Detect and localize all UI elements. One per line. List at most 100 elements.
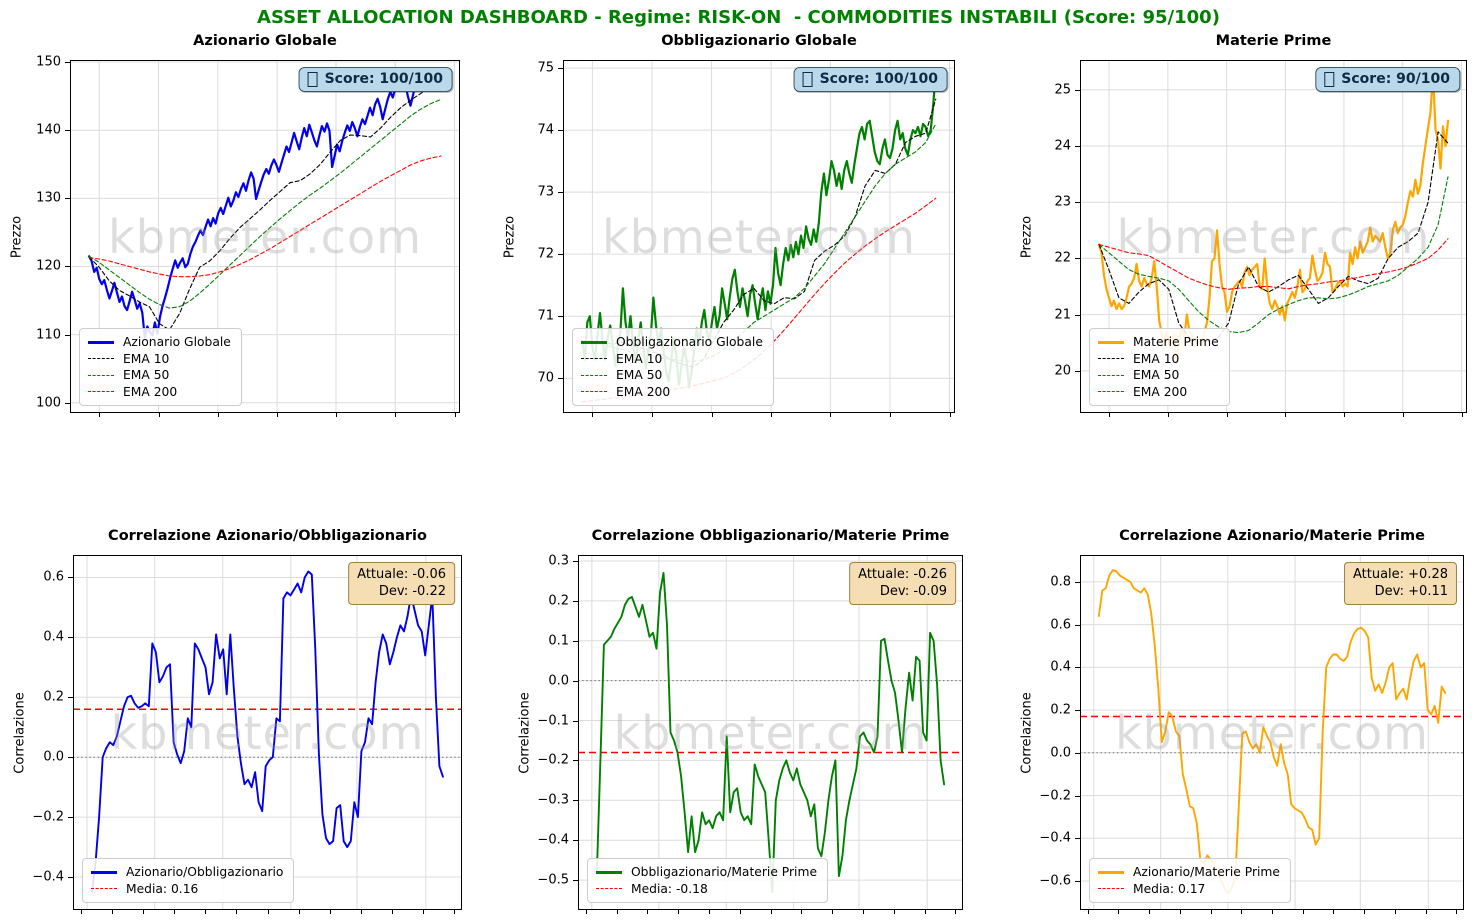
- legend-item: Azionario Globale: [88, 334, 231, 351]
- x-tick-mark: [395, 413, 397, 417]
- legend-item: EMA 200: [88, 384, 231, 401]
- legend: Azionario Globale EMA 10 EMA 50 EMA 200: [79, 328, 242, 406]
- score-badge: Score: 100/100: [298, 67, 453, 92]
- legend-label: Obbligazionario Globale: [616, 335, 763, 350]
- x-tick-mark: [1109, 413, 1111, 417]
- y-tick-mark: [68, 637, 73, 639]
- legend-label: Media: 0.17: [1133, 881, 1206, 896]
- x-tick-mark: [1394, 910, 1396, 914]
- score-badge: Score: 90/100: [1315, 67, 1460, 92]
- y-tick-mark: [573, 640, 578, 642]
- x-tick-mark: [80, 910, 82, 914]
- y-tick-label: 73: [537, 184, 554, 200]
- x-tick-mark: [1302, 910, 1304, 914]
- annotation-line: Attuale: -0.06: [357, 567, 446, 582]
- x-tick-mark: [585, 910, 587, 914]
- y-tick-label: −0.5: [537, 872, 569, 888]
- y-tick-mark: [68, 817, 73, 819]
- legend-item: Obbligazionario/Materie Prime: [596, 864, 817, 881]
- x-tick-mark: [651, 413, 653, 417]
- x-tick-mark: [454, 413, 456, 417]
- y-tick-mark: [1075, 370, 1080, 372]
- legend-item: EMA 50: [1098, 367, 1219, 384]
- x-tick-mark: [360, 910, 362, 914]
- legend: Azionario/Materie Prime Media: 0.17: [1089, 858, 1291, 903]
- x-tick-mark: [143, 910, 145, 914]
- legend-swatch: [1098, 374, 1124, 376]
- annotation-line: Attuale: -0.26: [858, 567, 947, 582]
- x-tick-mark: [801, 910, 803, 914]
- annotation-box: Attuale: -0.26 Dev: -0.09: [849, 562, 956, 605]
- x-tick-mark: [1456, 910, 1458, 914]
- y-tick-label: 74: [537, 122, 554, 138]
- y-tick-label: 130: [36, 190, 61, 206]
- x-tick-mark: [1210, 910, 1212, 914]
- y-tick-label: 0.2: [548, 593, 569, 609]
- y-tick-label: 0.8: [1050, 574, 1071, 590]
- y-tick-label: −0.1: [537, 713, 569, 729]
- legend-item: Materie Prime: [1098, 334, 1219, 351]
- y-tick-label: 0.0: [1050, 745, 1071, 761]
- x-tick-mark: [1402, 413, 1404, 417]
- y-tick-label: 140: [36, 122, 61, 138]
- y-tick-mark: [573, 880, 578, 882]
- legend-label: Azionario Globale: [123, 335, 231, 350]
- legend-swatch: [1098, 358, 1124, 360]
- x-tick-mark: [949, 413, 951, 417]
- legend-swatch: [91, 870, 117, 874]
- y-tick-mark: [68, 697, 73, 699]
- x-tick-mark: [1226, 413, 1228, 417]
- legend-label: Azionario/Obbligazionario: [126, 865, 284, 880]
- legend-item: Azionario/Materie Prime: [1098, 864, 1280, 881]
- legend-item: EMA 50: [88, 367, 231, 384]
- legend-item: EMA 50: [581, 367, 763, 384]
- series-line: [88, 98, 442, 309]
- y-tick-mark: [65, 334, 70, 336]
- x-tick-mark: [1087, 910, 1089, 914]
- annotation-line: Dev: -0.09: [879, 584, 947, 599]
- y-tick-label: 100: [36, 395, 61, 411]
- y-tick-label: 21: [1054, 307, 1071, 323]
- legend-item: Media: 0.17: [1098, 881, 1280, 898]
- y-tick-mark: [1075, 838, 1080, 840]
- missing-glyph-icon: [1324, 71, 1335, 87]
- x-tick-mark: [955, 910, 957, 914]
- y-tick-label: 0.2: [1050, 702, 1071, 718]
- y-tick-mark: [65, 266, 70, 268]
- series-line: [581, 70, 937, 389]
- y-tick-label: −0.3: [537, 792, 569, 808]
- x-tick-mark: [1167, 413, 1169, 417]
- x-tick-mark: [832, 910, 834, 914]
- x-tick-mark: [205, 910, 207, 914]
- chart-title: Azionario Globale: [193, 33, 337, 49]
- legend-item: Media: 0.16: [91, 881, 283, 898]
- series-line: [1097, 71, 1450, 364]
- y-tick-label: 0.0: [548, 673, 569, 689]
- legend-item: EMA 10: [1098, 351, 1219, 368]
- chart-title: Obbligazionario Globale: [661, 33, 857, 49]
- y-tick-mark: [1075, 624, 1080, 626]
- legend-swatch: [88, 358, 114, 360]
- plot-frame: [70, 60, 460, 413]
- legend: Azionario/Obbligazionario Media: 0.16: [82, 858, 295, 903]
- x-tick-mark: [647, 910, 649, 914]
- legend-item: Media: -0.18: [596, 881, 817, 898]
- x-tick-mark: [1149, 910, 1151, 914]
- x-tick-mark: [1179, 910, 1181, 914]
- y-tick-label: 0.4: [1050, 659, 1071, 675]
- y-tick-label: 0.6: [43, 569, 64, 585]
- legend-label: Media: -0.18: [631, 881, 708, 896]
- legend-swatch: [88, 374, 114, 376]
- legend-item: EMA 10: [88, 351, 231, 368]
- legend-swatch: [1098, 888, 1124, 890]
- y-tick-label: 75: [537, 60, 554, 76]
- series-line: [88, 73, 442, 339]
- y-tick-label: −0.4: [32, 869, 64, 885]
- score-badge-label: Score: 90/100: [1341, 71, 1450, 87]
- series-line: [1098, 131, 1449, 343]
- y-tick-mark: [65, 130, 70, 132]
- x-tick-mark: [1343, 413, 1345, 417]
